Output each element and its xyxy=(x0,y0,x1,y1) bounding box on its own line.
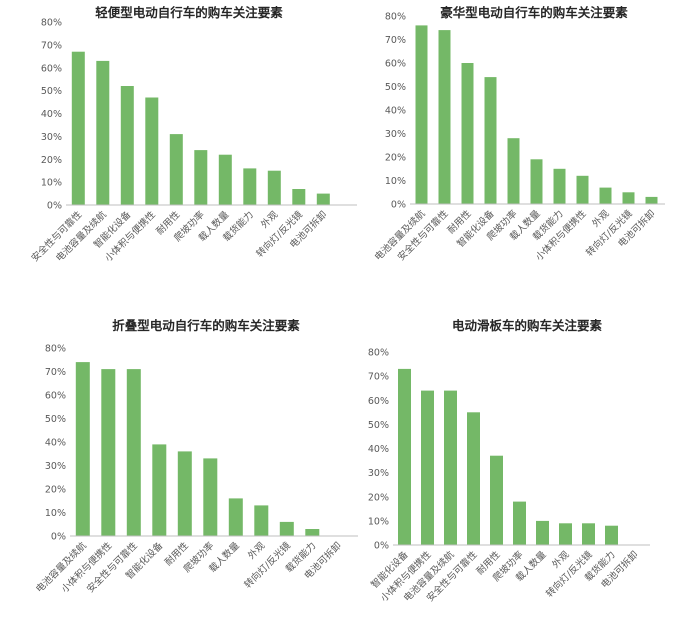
y-tick-label: 20% xyxy=(385,153,406,164)
chart-title: 豪华型电动自行车的购车关注要素 xyxy=(440,5,628,20)
y-tick-label: 30% xyxy=(45,461,66,472)
y-tick-label: 0% xyxy=(47,201,62,212)
y-tick-label: 80% xyxy=(385,12,406,23)
bar-载货能力 xyxy=(305,529,320,536)
y-tick-label: 70% xyxy=(368,372,389,383)
chart-3: 折叠型电动自行车的购车关注要素 0% 10% 20% 30% 40% 50% 60% 70% 80… xyxy=(33,318,358,595)
y-tick-label: 60% xyxy=(45,391,66,402)
bar-智能化设备 xyxy=(152,444,167,536)
y-tick-label: 70% xyxy=(41,40,62,51)
bar-载人数量 xyxy=(530,159,543,204)
y-tick-label: 80% xyxy=(41,18,62,29)
bar-转向灯/反光镜 xyxy=(622,192,635,205)
bar-耐用性 xyxy=(169,134,183,205)
y-tick-label: 40% xyxy=(45,438,66,449)
y-tick-label: 60% xyxy=(41,63,62,74)
y-tick-label: 30% xyxy=(368,468,389,479)
bar-智能化设备 xyxy=(120,86,134,205)
y-tick-label: 30% xyxy=(41,132,62,143)
y-tick-label: 10% xyxy=(41,178,62,189)
y-tick-label: 40% xyxy=(41,109,62,120)
y-tick-label: 10% xyxy=(385,176,406,187)
y-tick-label: 20% xyxy=(45,485,66,496)
bar-电池可拆卸 xyxy=(645,196,658,204)
bar-转向灯/反光镜 xyxy=(292,189,306,205)
bar-载货能力 xyxy=(243,168,257,205)
bar-安全性与可靠性 xyxy=(126,369,141,536)
chart-title: 轻便型电动自行车的购车关注要素 xyxy=(95,5,283,20)
bar-电池可拆卸 xyxy=(316,193,330,205)
y-tick-label: 60% xyxy=(385,59,406,70)
y-tick-label: 10% xyxy=(45,508,66,519)
y-tick-label: 50% xyxy=(45,414,66,425)
y-tick-label: 50% xyxy=(385,82,406,93)
bar-爬坡功率 xyxy=(194,150,208,205)
bar-外观 xyxy=(254,505,269,536)
bar-爬坡功率 xyxy=(507,138,520,204)
bar-小体积与便携性 xyxy=(101,369,116,536)
y-tick-label: 50% xyxy=(368,420,389,431)
bar-电池容量及续航 xyxy=(444,390,457,545)
bar-转向灯/反光镜 xyxy=(279,521,294,536)
y-tick-label: 70% xyxy=(45,367,66,378)
y-tick-label: 40% xyxy=(368,444,389,455)
bar-电池容量及续航 xyxy=(75,362,90,536)
bar-爬坡功率 xyxy=(513,501,526,545)
bar-电池容量及续航 xyxy=(96,60,110,206)
x-tick-label: 外观 xyxy=(245,539,267,561)
y-tick-label: 0% xyxy=(374,541,389,552)
bar-安全性与可靠性 xyxy=(71,51,85,206)
chart-1: 轻便型电动自行车的购车关注要素 0% 10% 20% 30% 40% 50% 60% 70% 80… xyxy=(29,5,357,264)
bar-转向灯/反光镜 xyxy=(582,523,595,545)
chart-title: 电动滑板车的购车关注要素 xyxy=(452,318,603,333)
bar-耐用性 xyxy=(177,451,192,536)
bar-耐用性 xyxy=(461,63,474,204)
bar-载货能力 xyxy=(553,168,566,205)
y-tick-label: 70% xyxy=(385,35,406,46)
y-tick-label: 20% xyxy=(368,492,389,503)
bar-安全性与可靠性 xyxy=(467,412,480,545)
bar-小体积与便携性 xyxy=(145,97,159,205)
bar-外观 xyxy=(599,187,612,204)
bar-智能化设备 xyxy=(398,368,411,545)
bar-载货能力 xyxy=(605,525,618,545)
bar-电池容量及续航 xyxy=(415,25,428,205)
y-tick-label: 40% xyxy=(385,106,406,117)
bar-安全性与可靠性 xyxy=(438,30,451,204)
bar-载人数量 xyxy=(218,154,232,205)
chart-title: 折叠型电动自行车的购车关注要素 xyxy=(112,318,300,333)
chart-2: 豪华型电动自行车的购车关注要素 0% 10% 20% 30% 40% 50% 60% 70% 80… xyxy=(372,5,665,263)
y-tick-label: 80% xyxy=(368,348,389,359)
bar-载人数量 xyxy=(228,498,243,536)
y-tick-label: 30% xyxy=(385,129,406,140)
y-tick-label: 10% xyxy=(368,516,389,527)
y-tick-label: 0% xyxy=(51,532,66,543)
y-tick-label: 0% xyxy=(391,200,406,211)
bar-外观 xyxy=(559,523,572,545)
y-tick-label: 80% xyxy=(45,344,66,355)
y-tick-label: 20% xyxy=(41,155,62,166)
bar-爬坡功率 xyxy=(203,458,218,536)
bar-载人数量 xyxy=(536,520,549,545)
y-tick-label: 50% xyxy=(41,86,62,97)
bar-智能化设备 xyxy=(484,77,497,204)
bar-小体积与便携性 xyxy=(576,175,589,204)
chart-4: 电动滑板车的购车关注要素0%10%20%30%40%50%60%70%80%智能… xyxy=(368,318,650,604)
y-tick-label: 60% xyxy=(368,396,389,407)
x-tick-label: 外观 xyxy=(258,208,280,230)
bar-外观 xyxy=(267,170,281,205)
bar-耐用性 xyxy=(490,455,503,545)
bar-小体积与便携性 xyxy=(421,390,434,545)
